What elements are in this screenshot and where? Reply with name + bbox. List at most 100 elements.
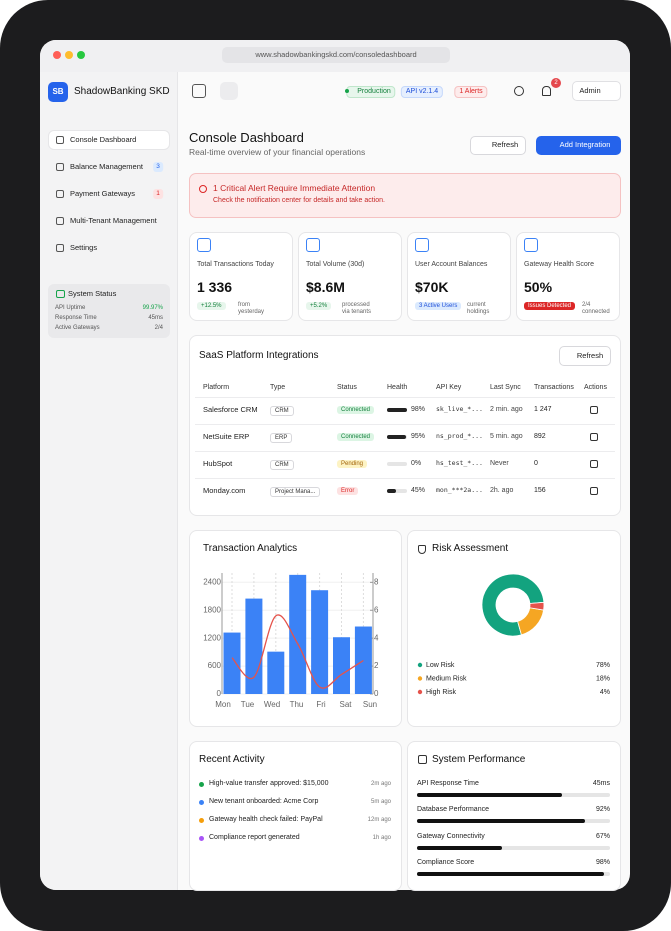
last-sync: Never (490, 460, 509, 468)
value-label: 18% (596, 675, 610, 682)
perf-label: API Response Time (417, 780, 479, 788)
stat-delta: Issues Detected (524, 301, 576, 311)
last-sync: 5 min. ago (490, 433, 523, 441)
stat-label: User Account Balances (415, 261, 488, 269)
x-tick-label: Fri (316, 700, 326, 709)
type-tag: CRM (270, 459, 294, 471)
row-divider (195, 424, 615, 425)
last-sync: 2h. ago (490, 487, 514, 495)
nav-item[interactable]: Balance Management (70, 161, 143, 171)
sidebar-toggle[interactable] (192, 84, 206, 98)
user-name: Admin (579, 85, 601, 95)
stat-delta: 3 Active Users (415, 301, 462, 311)
perf-value: 92% (595, 806, 610, 814)
notifications[interactable] (542, 86, 551, 96)
nav-badge: 1 (153, 189, 163, 199)
y2-tick-label: 0 (374, 689, 379, 698)
perf-label: Database Performance (417, 806, 489, 814)
add-integration-button[interactable] (536, 136, 621, 155)
legend-label: Low Risk (426, 662, 455, 669)
bar (289, 574, 307, 694)
activity-time: 5m ago (370, 798, 391, 805)
api-badge: API v2.1.4 (400, 86, 444, 98)
type-tag: ERP (270, 432, 293, 444)
x-tick-label: Wed (264, 700, 280, 709)
user-menu[interactable] (572, 81, 621, 101)
window-button[interactable] (53, 51, 61, 59)
stat-note: current holdings (467, 301, 490, 315)
perf-track (417, 845, 610, 850)
bar (311, 590, 329, 694)
nav-item[interactable]: Multi-Tenant Management (70, 215, 157, 225)
search-button[interactable] (220, 82, 238, 100)
activity-time: 2m ago (370, 780, 391, 787)
theme-toggle[interactable] (514, 86, 524, 96)
row-divider (195, 451, 615, 452)
health-label: 0% (411, 460, 422, 468)
status-tag: Connected (337, 405, 375, 415)
status-value: 2/4 (154, 324, 163, 331)
y-tick-label: 0 (217, 689, 222, 698)
url: www.shadowbankingskd.com/consoledashboar… (255, 49, 417, 59)
status-title: System Status (68, 288, 117, 298)
transactions: 156 (534, 487, 546, 495)
integrations-card (189, 335, 621, 516)
nav-item[interactable]: Settings (70, 242, 98, 252)
action-button[interactable] (590, 406, 598, 414)
activity-text: High-value transfer approved: $15,000 (209, 780, 329, 788)
logo (48, 82, 68, 102)
bar (245, 598, 263, 694)
nav-badge: 3 (153, 162, 163, 172)
env-dot (345, 89, 349, 93)
perf-value: 67% (595, 832, 610, 840)
bar (267, 651, 285, 694)
platform: HubSpot (203, 458, 233, 468)
window-button[interactable] (65, 51, 73, 59)
api-key: sk_live_*... (436, 405, 483, 414)
row-divider (195, 478, 615, 479)
last-sync: 2 min. ago (490, 406, 523, 414)
refresh-button[interactable] (470, 136, 526, 155)
nav-icon (56, 136, 64, 144)
y-tick-label: 1200 (203, 633, 221, 642)
column-header: Type (270, 384, 286, 392)
stat-icon (306, 238, 320, 252)
perf-label: Compliance Score (417, 859, 475, 866)
action-button[interactable] (590, 433, 598, 441)
nav-icon (56, 244, 64, 252)
action-button[interactable] (590, 487, 598, 495)
nav-icon (56, 163, 64, 171)
perf-bar (417, 845, 502, 850)
activity-dot (199, 781, 204, 787)
status-label: Active Gateways (55, 324, 100, 331)
pie-slice (517, 607, 545, 636)
performance-card (407, 741, 621, 891)
row-divider (195, 397, 615, 398)
legend-label: High Risk (426, 689, 456, 696)
column-header: Status (337, 384, 357, 392)
nav-item[interactable]: Payment Gateways (70, 188, 136, 198)
nav-icon (56, 190, 64, 198)
activity-dot (199, 835, 204, 841)
url-field[interactable] (222, 47, 450, 63)
health-track (387, 462, 407, 466)
type-tag: CRM (270, 405, 294, 417)
window-button[interactable] (77, 51, 85, 59)
refresh-label: Refresh (491, 140, 519, 150)
alerts-badge[interactable]: 1 Alerts (454, 86, 488, 98)
activity-dot (199, 799, 204, 805)
value-label: 78% (596, 662, 610, 669)
alert-title: 1 Critical Alert Require Immediate Atten… (213, 183, 376, 194)
x-tick-label: Sun (363, 700, 377, 709)
legend-label: Medium Risk (426, 675, 467, 682)
column-header: Actions (584, 384, 607, 392)
action-button[interactable] (590, 460, 598, 468)
y2-tick-label: 8 (374, 577, 379, 586)
stat-delta: +5.2% (306, 301, 332, 311)
nav-item[interactable]: Console Dashboard (70, 134, 137, 144)
value-label: 4% (600, 689, 610, 696)
stat-note: from yesterday (238, 301, 265, 315)
y-tick-label: 2400 (203, 577, 221, 586)
table-refresh-button[interactable] (559, 346, 611, 366)
